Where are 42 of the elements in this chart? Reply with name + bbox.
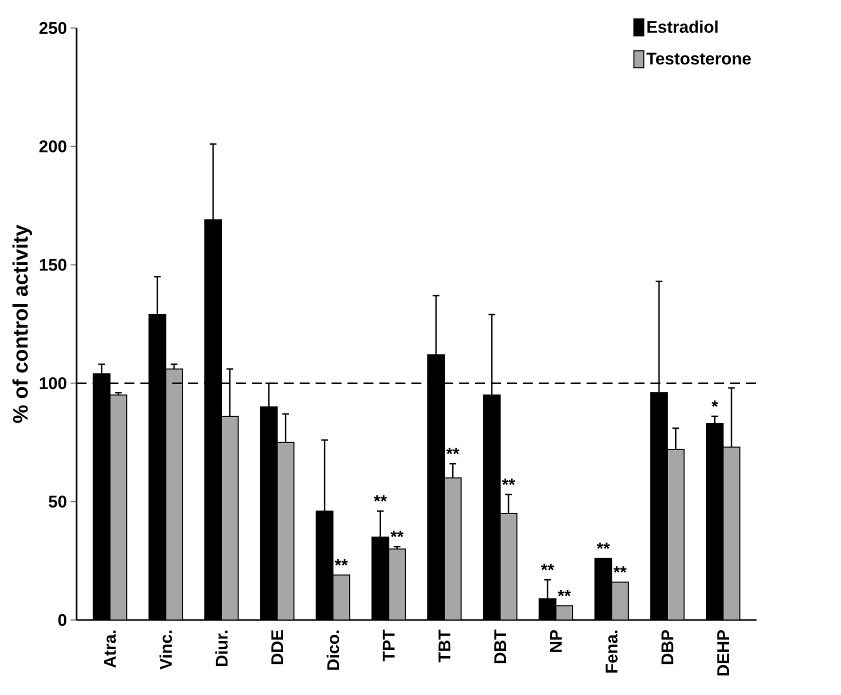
y-axis-title: % of control activity <box>12 224 32 423</box>
bar <box>165 368 183 620</box>
annotation: ** <box>596 542 610 549</box>
bar <box>220 416 239 620</box>
x-tick-label: DDE <box>271 630 284 664</box>
legend-label: Estradiol <box>647 20 718 33</box>
annotation: ** <box>446 448 460 454</box>
annotation: ** <box>541 564 554 570</box>
x-tick-label: DBP <box>662 630 674 664</box>
y-tick-label: 250 <box>39 22 66 34</box>
x-tick-label: Vinc. <box>160 630 172 670</box>
annotation: ** <box>334 559 348 566</box>
x-tick-label: Fena. <box>606 630 618 673</box>
bar <box>666 449 685 620</box>
x-tick-label: DEHP <box>717 630 729 676</box>
bar <box>110 394 128 620</box>
x-tick-label: DBT <box>494 630 506 664</box>
x-tick-label: Dico. <box>326 630 340 670</box>
y-tick-label: 200 <box>39 140 66 152</box>
bar <box>444 477 462 620</box>
legend-label: Testosterone <box>646 52 751 65</box>
y-tick-label: 150 <box>40 258 66 271</box>
annotation: * <box>712 400 718 407</box>
bar <box>388 548 406 620</box>
x-tick-label: Diur. <box>215 630 228 666</box>
annotation: ** <box>374 495 387 502</box>
annotation: ** <box>502 478 516 485</box>
annotation: ** <box>558 590 571 596</box>
annotation: ** <box>390 530 404 538</box>
bar <box>500 512 518 620</box>
y-tick-label: 50 <box>48 496 66 508</box>
bar <box>332 574 350 620</box>
y-tick-label: 0 <box>58 614 66 626</box>
x-tick-label: TBT <box>438 630 450 662</box>
bar <box>276 442 294 620</box>
bar <box>611 582 629 620</box>
annotation: ** <box>613 566 627 573</box>
x-tick-label: Atra. <box>104 630 116 668</box>
y-tick-label: 100 <box>40 377 66 390</box>
x-tick-label: NP <box>550 630 562 652</box>
bar <box>722 446 740 620</box>
x-tick-label: TPT <box>382 630 395 662</box>
